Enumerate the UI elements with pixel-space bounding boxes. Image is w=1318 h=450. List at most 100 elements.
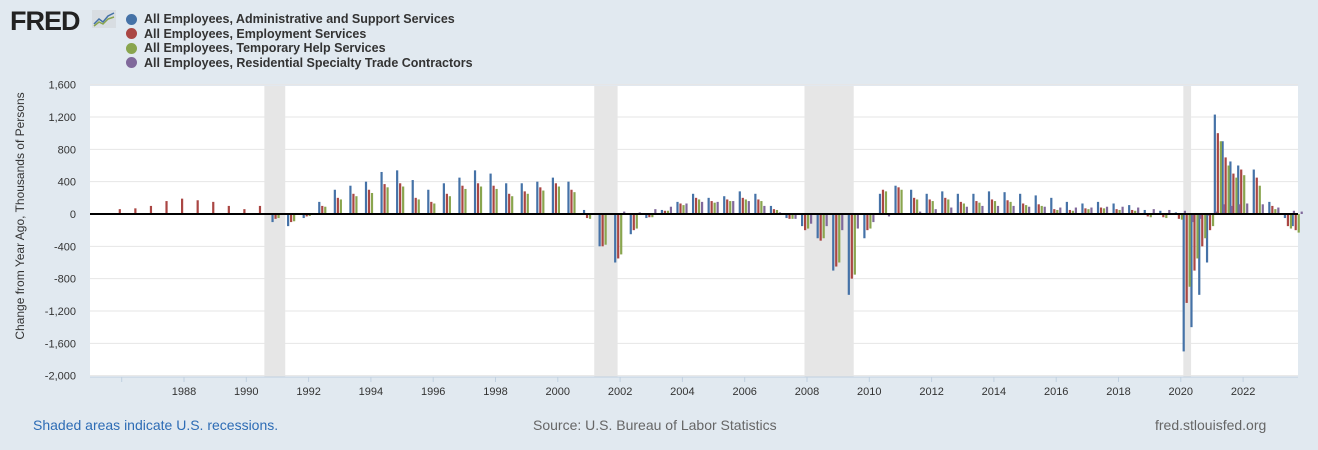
bar-2 [1294, 214, 1297, 231]
bar-4 [1277, 207, 1280, 214]
legend-dot-icon [126, 57, 137, 69]
bar-3 [947, 199, 950, 214]
bar-1 [582, 209, 586, 214]
bar-4 [685, 203, 688, 214]
x-tick-label: 2018 [1106, 386, 1130, 398]
bar-2 [445, 193, 448, 214]
bar-2 [1232, 173, 1235, 214]
x-tick-label: 1992 [296, 386, 320, 398]
bar-1 [1252, 169, 1255, 214]
recession-note-link[interactable]: Shaded areas indicate U.S. recessions. [33, 417, 279, 433]
bar-2 [944, 197, 947, 214]
bar-3 [1134, 210, 1137, 214]
bar-1 [910, 189, 913, 214]
plot-area [90, 86, 1298, 377]
bar-2 [1068, 209, 1071, 214]
fred-logo[interactable]: FRED [10, 6, 80, 36]
y-tick-label: 1,200 [48, 112, 76, 124]
bar-4 [763, 205, 766, 214]
legend-item[interactable]: All Employees, Administrative and Suppor… [126, 12, 473, 27]
bar-4 [1191, 214, 1194, 223]
bar-1 [660, 209, 664, 214]
bar-4 [1246, 203, 1249, 214]
bar-1 [536, 181, 539, 214]
bar-3 [1056, 209, 1059, 214]
bar-2 [1037, 204, 1040, 214]
bar-1 [1291, 214, 1294, 227]
bar-1 [427, 189, 430, 214]
bar-3 [853, 214, 856, 275]
bar-2 [492, 185, 495, 214]
x-tick-label: 1996 [421, 386, 445, 398]
bar-2 [1131, 209, 1134, 214]
bar-1 [785, 214, 788, 219]
bar-2 [196, 200, 199, 214]
bar-1 [567, 181, 570, 214]
bar-3 [620, 214, 623, 255]
legend-item[interactable]: All Employees, Temporary Help Services [126, 41, 473, 56]
bar-2 [1053, 209, 1056, 214]
legend-label: All Employees, Administrative and Suppor… [144, 12, 455, 27]
bar-4 [1059, 207, 1062, 214]
bar-4 [965, 206, 968, 214]
bar-1 [925, 193, 928, 214]
bar-1 [489, 173, 492, 214]
bar-1 [302, 214, 305, 219]
bar-3 [916, 199, 919, 214]
bar-3 [666, 210, 670, 214]
bar-2 [399, 183, 402, 214]
bar-4 [700, 201, 704, 214]
bar-2 [1216, 133, 1219, 214]
bar-1 [333, 189, 336, 214]
bar-3 [838, 214, 841, 263]
y-tick-label: 0 [70, 209, 76, 221]
site-link[interactable]: fred.stlouisfed.org [1155, 417, 1267, 433]
bar-2 [321, 205, 324, 214]
bar-2 [772, 209, 776, 214]
bar-3 [433, 203, 436, 214]
bar-3 [1165, 214, 1168, 219]
bar-2 [663, 210, 667, 214]
bar-4 [1090, 207, 1093, 214]
bar-1 [801, 214, 804, 227]
bar-1 [1268, 201, 1271, 214]
y-tick-label: -2,000 [45, 371, 76, 383]
bar-1 [941, 191, 944, 214]
bar-3 [1071, 210, 1074, 214]
bar-1 [1034, 195, 1037, 214]
bar-2 [850, 214, 853, 279]
y-tick-label: -1,200 [45, 306, 76, 318]
bar-2 [1022, 203, 1025, 214]
legend-item[interactable]: All Employees, Employment Services [126, 27, 473, 42]
bar-1 [1213, 114, 1216, 214]
bar-1 [847, 214, 850, 295]
x-tick-label: 2006 [732, 386, 756, 398]
x-tick-label: 1994 [359, 386, 383, 398]
bar-1 [520, 183, 523, 214]
bar-2 [523, 191, 526, 214]
bar-1 [956, 193, 959, 214]
bar-3 [900, 189, 903, 214]
x-tick-label: 1988 [172, 386, 196, 398]
bar-2 [804, 214, 807, 231]
bar-1 [832, 214, 835, 271]
bar-4 [1137, 207, 1140, 214]
bar-3 [339, 199, 342, 214]
bar-1 [676, 201, 679, 214]
bar-3 [744, 199, 747, 214]
bar-2 [305, 214, 308, 217]
bar-3 [1087, 209, 1090, 214]
bar-4 [1043, 206, 1046, 214]
bar-1 [380, 171, 383, 214]
bar-4 [747, 201, 750, 214]
bar-2 [959, 201, 962, 214]
y-tick-label: 400 [58, 177, 76, 189]
bar-4 [732, 201, 735, 214]
bar-3 [1274, 209, 1277, 214]
x-tick-label: 2014 [982, 386, 1006, 398]
legend-item[interactable]: All Employees, Residential Specialty Tra… [126, 56, 473, 71]
bar-2 [1224, 157, 1227, 214]
bar-1 [287, 214, 290, 227]
bar-1 [598, 214, 601, 247]
bar-3 [697, 199, 701, 214]
